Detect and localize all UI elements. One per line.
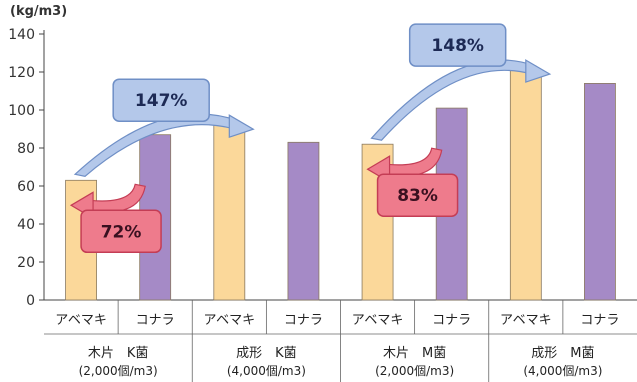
x-tick-label: コナラ (580, 313, 619, 328)
y-tick-label: 0 (26, 293, 35, 309)
y-axis-unit-label: (kg/m3) (10, 4, 68, 19)
group-sublabel: (4,000個/m3) (227, 364, 306, 378)
ratio-label-box (80, 209, 162, 254)
ratio-label: 83% (397, 186, 438, 206)
ratio-arrow (88, 183, 146, 213)
ratio-label-box (376, 173, 459, 217)
bar (287, 141, 320, 301)
y-tick-label: 20 (17, 255, 35, 271)
growth-label-box (112, 78, 210, 122)
growth-arrow-head (228, 114, 255, 139)
group-label: 木片 M菌 (383, 346, 446, 361)
group-label: 成形 M菌 (531, 346, 594, 361)
x-tick-label: アベマキ (55, 313, 107, 328)
group-sublabel: (2,000個/m3) (375, 364, 454, 378)
bar (509, 69, 542, 301)
x-tick-label: アベマキ (352, 313, 404, 328)
bar (584, 83, 616, 301)
y-tick-label: 40 (17, 217, 35, 233)
x-tick-label: アベマキ (203, 313, 255, 328)
growth-label: 147% (135, 91, 188, 111)
x-tick-label: コナラ (432, 313, 471, 328)
group-sublabel: (2,000個/m3) (79, 364, 158, 378)
y-tick-label: 120 (8, 65, 35, 81)
ratio-arrow (384, 147, 443, 177)
y-tick-label: 60 (17, 179, 35, 195)
group-sublabel: (4,000個/m3) (523, 364, 602, 378)
bar (213, 124, 246, 301)
y-tick-label: 80 (17, 141, 35, 157)
y-tick-label: 140 (8, 27, 35, 43)
x-tick-label: コナラ (284, 313, 323, 328)
x-tick-label: アベマキ (500, 313, 552, 328)
growth-label: 148% (431, 36, 484, 56)
group-label: 木片 K菌 (88, 346, 149, 361)
x-tick-label: コナラ (136, 313, 175, 328)
y-tick-label: 100 (8, 103, 35, 119)
growth-label-box (408, 23, 507, 67)
group-label: 成形 K菌 (236, 346, 297, 361)
growth-arrow-head (525, 59, 552, 83)
ratio-label: 72% (101, 222, 142, 242)
